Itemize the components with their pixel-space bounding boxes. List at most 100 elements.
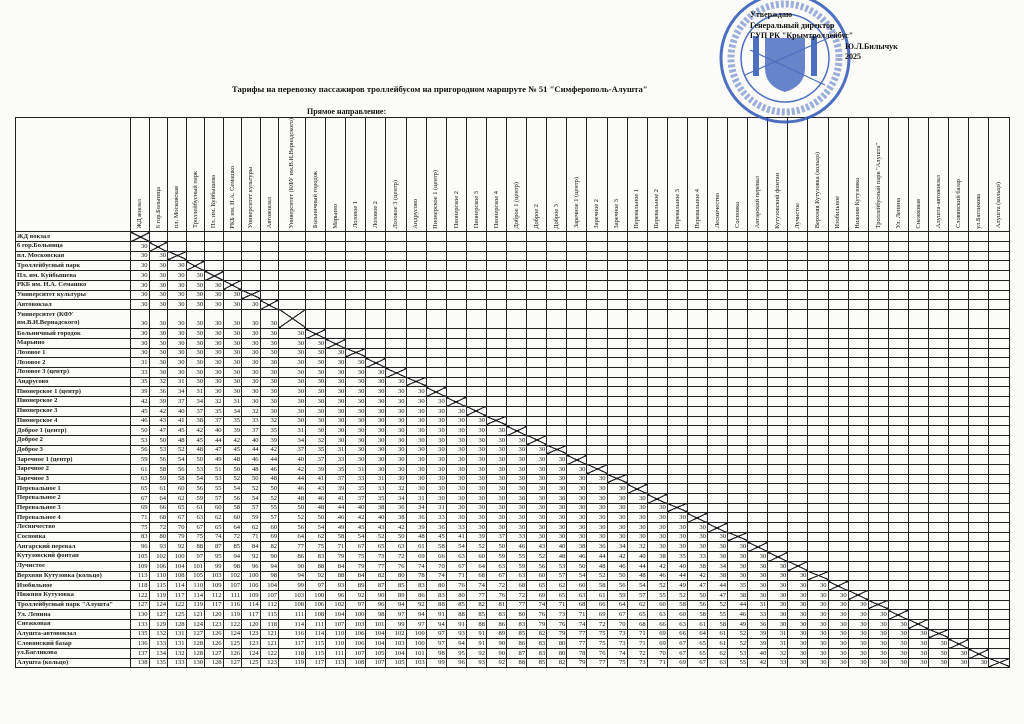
empty-cell <box>606 386 628 398</box>
empty-cell <box>646 231 668 243</box>
fare-cell: 56 <box>130 444 150 456</box>
fare-cell: 52 <box>241 483 261 494</box>
empty-cell <box>887 473 909 485</box>
fare-cell: 73 <box>546 609 568 620</box>
fare-cell: 70 <box>646 648 668 659</box>
fare-cell: 30 <box>405 405 427 417</box>
empty-cell <box>827 463 849 475</box>
fare-cell: 100 <box>305 589 327 601</box>
empty-cell <box>948 328 970 339</box>
empty-cell <box>626 444 648 456</box>
empty-cell <box>927 231 950 243</box>
fare-cell: 30 <box>259 405 280 417</box>
fare-cell: 51 <box>204 463 224 475</box>
empty-cell <box>787 289 809 301</box>
fare-cell: 88 <box>506 657 528 669</box>
fare-cell: 114 <box>278 618 307 630</box>
fare-cell: 50 <box>606 570 628 582</box>
fare-cell: 75 <box>606 657 628 669</box>
fare-cell: 30 <box>325 357 347 369</box>
fare-cell: 93 <box>445 628 467 640</box>
empty-cell <box>887 279 909 291</box>
fare-cell: 39 <box>747 628 769 640</box>
empty-cell <box>706 425 729 436</box>
fare-cell: 119 <box>185 599 206 611</box>
empty-cell <box>988 405 1010 417</box>
empty-cell <box>646 386 668 398</box>
fare-cell: 110 <box>185 580 206 591</box>
empty-cell <box>586 270 608 281</box>
diagonal-cross-cell <box>626 483 648 494</box>
empty-cell <box>345 241 367 252</box>
empty-cell <box>727 289 749 301</box>
fare-cell: 63 <box>506 570 528 582</box>
empty-cell <box>847 570 869 582</box>
fare-cell: 65 <box>546 589 568 601</box>
empty-cell <box>666 434 688 446</box>
fare-cell: 30 <box>445 434 467 446</box>
fare-cell: 30 <box>445 405 467 417</box>
fare-cell: 35 <box>666 551 688 562</box>
empty-cell <box>867 231 889 243</box>
diagonal-cross-cell <box>546 444 568 456</box>
column-header: Лозовое 2 <box>365 116 387 233</box>
fare-cell: 52 <box>259 493 280 504</box>
fare-cell: 30 <box>465 512 487 524</box>
column-header: Пионерское 2 <box>445 116 467 233</box>
column-header-label: Нижняя Кутузовка <box>854 177 862 229</box>
fare-cell: 80 <box>148 531 169 543</box>
fare-cell: 30 <box>259 396 280 407</box>
fare-cell: 38 <box>385 512 407 524</box>
fare-cell: 30 <box>907 628 930 640</box>
fare-cell: 96 <box>365 599 387 611</box>
row-station-label: Сосновка <box>14 531 132 543</box>
empty-cell <box>827 376 849 388</box>
empty-cell <box>706 376 729 388</box>
column-header-label: Больничный городок <box>311 171 319 229</box>
fare-cell: 117 <box>278 638 307 649</box>
fare-cell: 43 <box>305 483 327 494</box>
fare-cell: 45 <box>185 434 206 446</box>
fare-cell: 80 <box>506 609 528 620</box>
fare-cell: 30 <box>405 386 427 398</box>
empty-cell <box>506 367 528 378</box>
fare-cell: 30 <box>148 289 169 301</box>
empty-cell <box>747 231 769 243</box>
fare-cell: 30 <box>278 405 307 417</box>
table-row: Пионерское 1 (центр) 39 36 34 31 30 30 30 30 30 30… <box>14 386 1010 398</box>
fare-cell: 100 <box>167 551 187 562</box>
fare-cell: 62 <box>241 522 261 533</box>
empty-cell <box>425 367 447 378</box>
empty-cell <box>345 299 367 310</box>
empty-cell <box>646 396 668 407</box>
column-header-label: Андрусово <box>412 198 420 229</box>
fare-cell: 123 <box>259 657 280 669</box>
empty-cell <box>566 357 588 369</box>
diagonal-cross-cell <box>345 347 367 359</box>
empty-cell <box>927 618 950 630</box>
fare-cell: 72 <box>222 531 243 543</box>
fare-cell: 50 <box>385 531 407 543</box>
fare-cell: 90 <box>485 648 508 659</box>
fare-cell: 82 <box>365 570 387 582</box>
fare-cell: 30 <box>130 338 150 349</box>
empty-cell <box>847 473 869 485</box>
empty-cell <box>927 483 950 494</box>
empty-cell <box>727 250 749 262</box>
empty-cell <box>686 367 708 378</box>
fare-cell: 52 <box>365 531 387 543</box>
empty-cell <box>586 425 608 436</box>
row-station-label: Университет культуры <box>14 289 132 301</box>
fare-cell: 69 <box>259 531 280 543</box>
empty-cell <box>526 338 548 349</box>
empty-cell <box>827 560 849 572</box>
fare-cell: 30 <box>148 328 169 339</box>
empty-cell <box>988 541 1010 553</box>
empty-cell <box>385 357 407 369</box>
fare-cell: 30 <box>566 512 588 524</box>
fare-cell: 30 <box>222 386 243 398</box>
empty-cell <box>666 386 688 398</box>
empty-cell <box>867 405 889 417</box>
fare-cell: 30 <box>526 512 548 524</box>
fare-cell: 132 <box>148 628 169 640</box>
